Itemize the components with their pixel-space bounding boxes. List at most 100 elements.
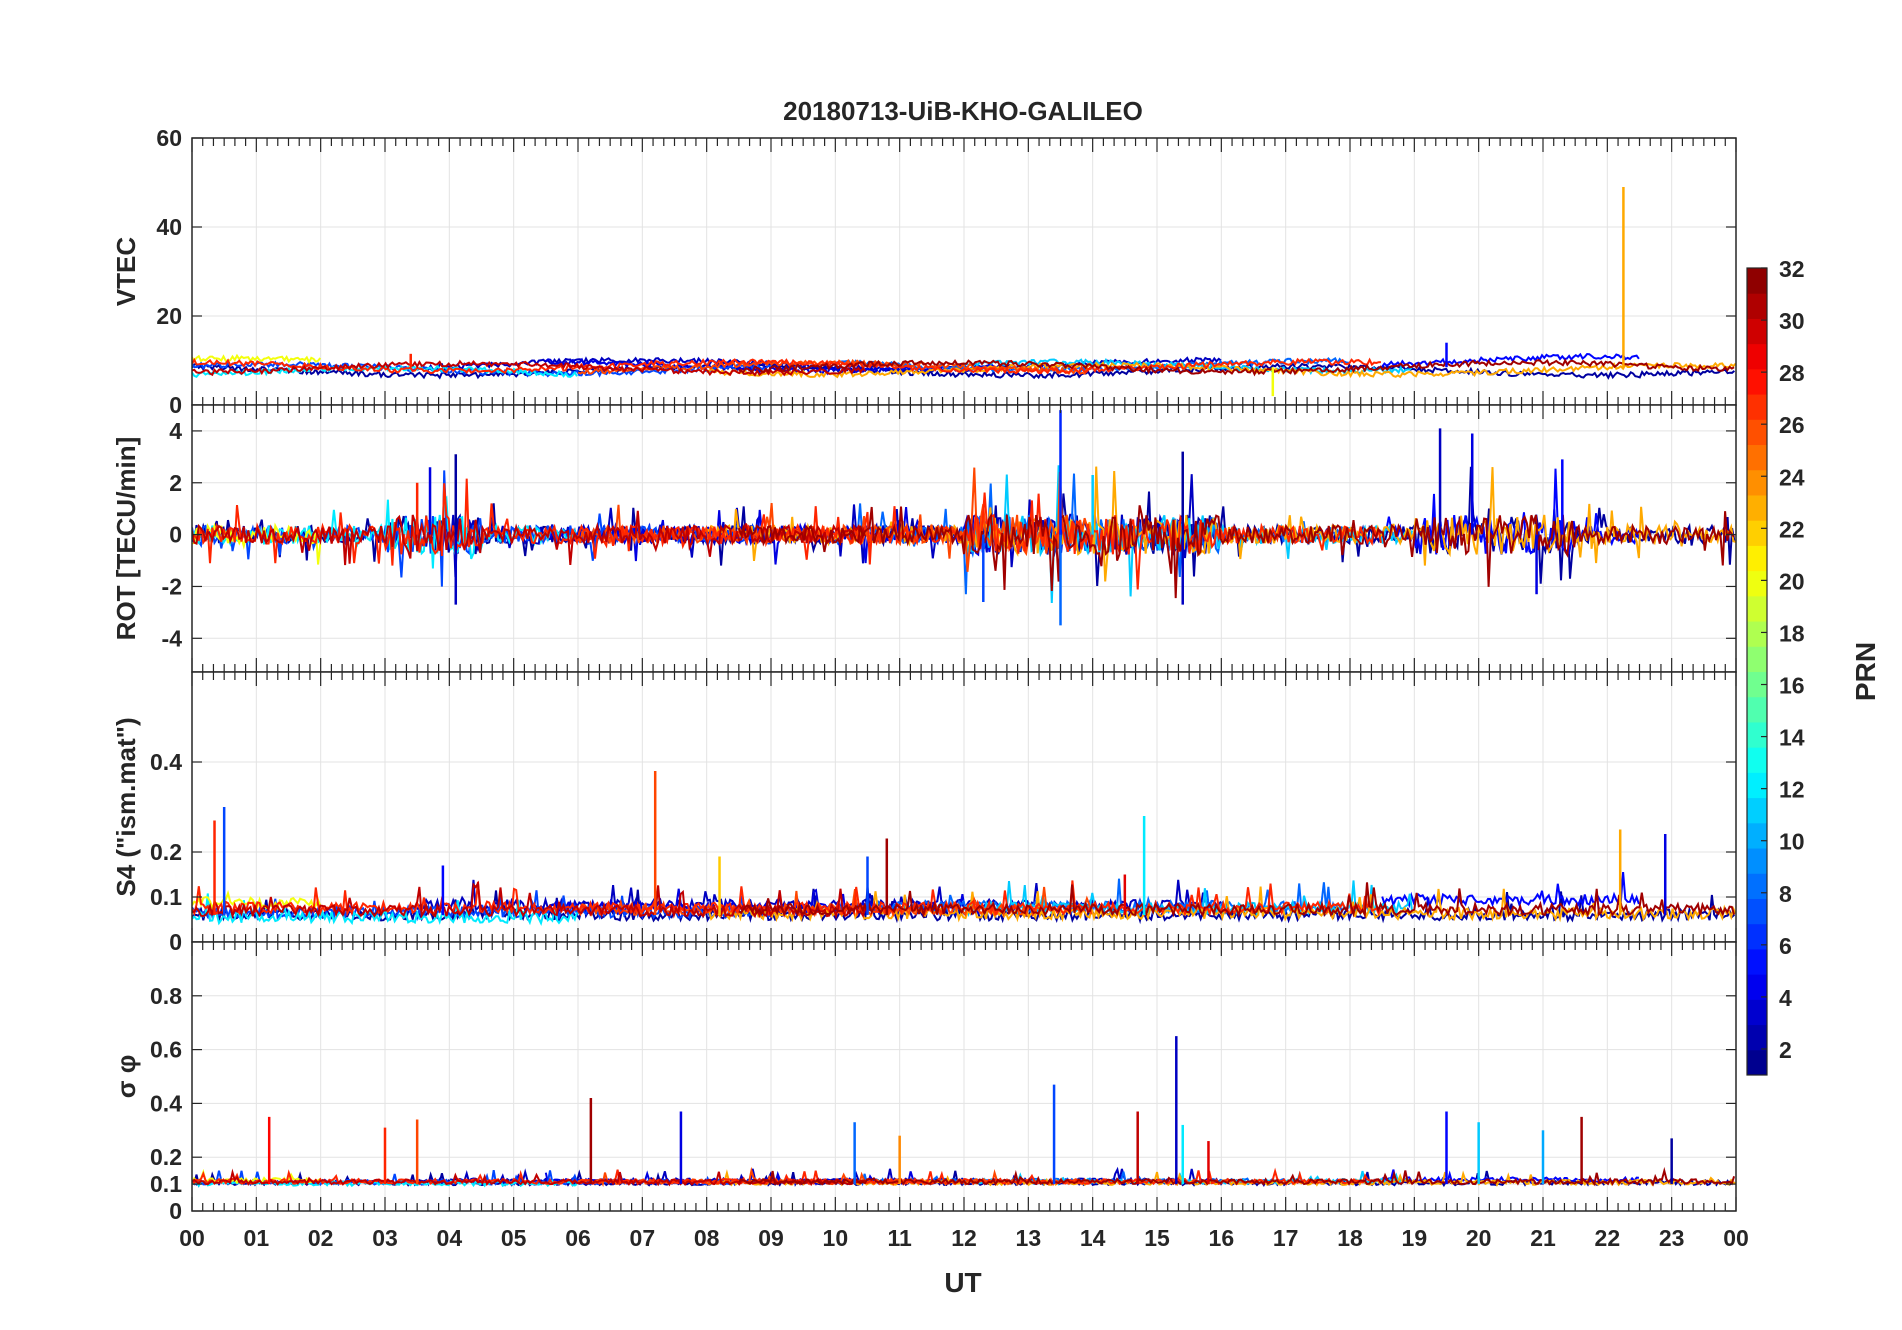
colorbar-segment bbox=[1747, 797, 1767, 824]
colorbar-segment bbox=[1747, 974, 1767, 1000]
vtec-ylabel: VTEC bbox=[111, 237, 141, 307]
chart-title: 20180713-UiB-KHO-GALILEO bbox=[783, 96, 1143, 126]
rot-ytick-label: 2 bbox=[169, 470, 182, 496]
x-tick-label: 23 bbox=[1659, 1225, 1685, 1251]
x-tick-label: 15 bbox=[1144, 1225, 1170, 1251]
colorbar-tick-label: 26 bbox=[1779, 412, 1805, 438]
x-tick-label: 09 bbox=[758, 1225, 784, 1251]
colorbar-segment bbox=[1747, 368, 1767, 395]
s4-ytick-label: 0 bbox=[169, 929, 182, 955]
vtec-ytick-label: 60 bbox=[156, 125, 182, 151]
x-tick-label: 14 bbox=[1080, 1225, 1106, 1251]
colorbar-tick-label: 6 bbox=[1779, 933, 1792, 959]
x-axis-label: UT bbox=[944, 1267, 981, 1298]
colorbar-segment bbox=[1747, 646, 1767, 672]
colorbar-segment bbox=[1747, 621, 1767, 647]
x-tick-label: 12 bbox=[951, 1225, 977, 1251]
rot-series-prn-30 bbox=[192, 510, 867, 566]
colorbar-tick-label: 16 bbox=[1779, 673, 1805, 699]
colorbar-segment bbox=[1747, 948, 1767, 975]
vtec-ytick-label: 40 bbox=[156, 214, 182, 240]
sigma-series-prn-31 bbox=[738, 1166, 1736, 1187]
colorbar-segment bbox=[1747, 772, 1767, 799]
x-tick-label: 06 bbox=[565, 1225, 591, 1251]
colorbar-segment bbox=[1747, 293, 1767, 319]
vtec-series-prn-26 bbox=[577, 358, 1092, 376]
vtec-ytick-label: 0 bbox=[169, 392, 182, 418]
colorbar-segment bbox=[1747, 469, 1767, 496]
colorbar-segment bbox=[1747, 520, 1767, 546]
rot-ytick-label: 4 bbox=[169, 418, 182, 444]
x-tick-label: 16 bbox=[1209, 1225, 1235, 1251]
x-tick-label: 00 bbox=[179, 1225, 205, 1251]
s4-ytick-label: 0.1 bbox=[150, 884, 182, 910]
colorbar-tick-label: 14 bbox=[1779, 725, 1805, 751]
sigma-ylabel: σ φ bbox=[111, 1055, 141, 1099]
colorbar-segment bbox=[1747, 570, 1767, 597]
colorbar-tick-label: 10 bbox=[1779, 829, 1805, 855]
x-tick-label: 22 bbox=[1595, 1225, 1621, 1251]
sigma-ytick-label: 0.8 bbox=[150, 983, 182, 1009]
rot-ytick-label: -4 bbox=[162, 625, 183, 651]
sigma-ytick-label: 0.4 bbox=[150, 1090, 182, 1116]
s4-ytick-label: 0.4 bbox=[150, 749, 182, 775]
vtec-series-prn-30 bbox=[192, 359, 866, 377]
colorbar-frame bbox=[1746, 267, 1768, 1076]
colorbar-segment bbox=[1747, 898, 1767, 925]
colorbar-tick-label: 30 bbox=[1779, 308, 1805, 334]
sigma-ytick-label: 0.2 bbox=[150, 1144, 182, 1170]
x-tick-label: 20 bbox=[1466, 1225, 1492, 1251]
colorbar-tick-label: 18 bbox=[1779, 620, 1805, 646]
x-tick-label: 03 bbox=[372, 1225, 398, 1251]
s4-series-group bbox=[192, 771, 1736, 926]
colorbar-segment bbox=[1747, 747, 1767, 773]
sigma-axes-frame bbox=[191, 941, 1737, 1212]
sigma-ytick-label: 0.1 bbox=[150, 1171, 182, 1197]
s4-series-prn-30 bbox=[192, 880, 867, 920]
colorbar-segment bbox=[1747, 595, 1767, 622]
rot-ylabel: ROT [TECU/min] bbox=[111, 437, 141, 641]
x-tick-label: 01 bbox=[244, 1225, 270, 1251]
colorbar-tick-label: 4 bbox=[1779, 985, 1792, 1011]
colorbar-segment bbox=[1747, 419, 1767, 446]
colorbar-segment bbox=[1747, 822, 1767, 849]
colorbar-tick-label: 12 bbox=[1779, 777, 1805, 803]
x-tick-label: 04 bbox=[437, 1225, 463, 1251]
colorbar-tick-label: 24 bbox=[1779, 464, 1805, 490]
colorbar-segment bbox=[1747, 999, 1767, 1026]
rot-panel: -4 -2 0 2 4 ROT [TECU/min] bbox=[111, 404, 1737, 673]
rot-series-prn-5 bbox=[1381, 468, 1640, 555]
colorbar-segment bbox=[1747, 545, 1767, 572]
vtec-panel: 0 20 40 60 VTEC bbox=[111, 125, 1737, 418]
colorbar-tick-label: 8 bbox=[1779, 881, 1792, 907]
x-tick-label: 21 bbox=[1530, 1225, 1556, 1251]
vtec-ytick-label: 20 bbox=[156, 303, 182, 329]
colorbar-tick-label: 32 bbox=[1779, 256, 1805, 282]
colorbar-segment bbox=[1747, 1049, 1767, 1076]
sigma-phi-panel: 00.10.2 0.4 0.6 0.8 σ φ bbox=[111, 941, 1737, 1224]
rot-ytick-label: 0 bbox=[169, 522, 182, 548]
x-tick-label: 10 bbox=[823, 1225, 849, 1251]
colorbar-segment bbox=[1747, 923, 1767, 950]
vtec-series-prn-31 bbox=[738, 358, 1735, 377]
x-tick-label: 07 bbox=[630, 1225, 656, 1251]
colorbar-tick-label: 28 bbox=[1779, 360, 1805, 386]
x-tick-label: 19 bbox=[1402, 1225, 1428, 1251]
s4-panel: 0 0.1 0.2 0.4 S4 ("ism.mat") bbox=[111, 671, 1737, 955]
colorbar-segment bbox=[1747, 1024, 1767, 1051]
colorbar-segment bbox=[1747, 268, 1767, 294]
vtec-series-prn-5 bbox=[1381, 352, 1640, 368]
vtec-series-prn-23 bbox=[706, 361, 1736, 379]
x-tick-label: 18 bbox=[1337, 1225, 1363, 1251]
rot-series-group bbox=[192, 410, 1736, 626]
x-tick-label: 17 bbox=[1273, 1225, 1299, 1251]
s4-ytick-label: 0.2 bbox=[150, 839, 182, 865]
x-tick-label: 00 bbox=[1723, 1225, 1749, 1251]
x-tick-label: 13 bbox=[1016, 1225, 1042, 1251]
colorbar-segment bbox=[1747, 318, 1767, 345]
colorbar-segment bbox=[1747, 873, 1767, 899]
colorbar-tick-label: 22 bbox=[1779, 516, 1805, 542]
sigma-series-prn-20 bbox=[192, 1168, 321, 1185]
